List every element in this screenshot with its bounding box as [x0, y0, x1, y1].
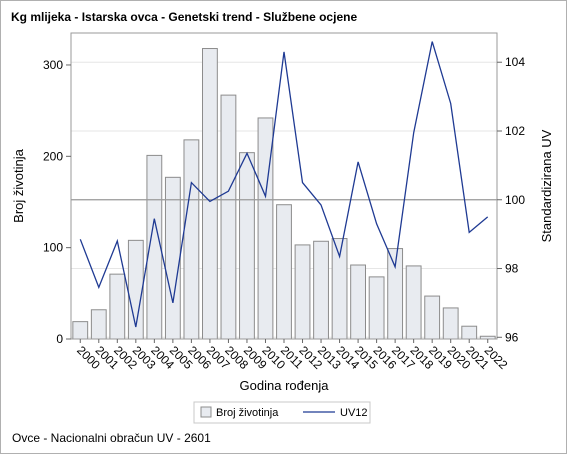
y2-axis-label: Standardizirana UV: [539, 129, 554, 242]
bar-2008: [220, 94, 237, 340]
bar-2018: [405, 265, 422, 340]
bar-2000: [72, 321, 89, 340]
chart-title: Kg mlijeka - Istarska ovca - Genetski tr…: [11, 10, 358, 24]
bar-2016: [368, 276, 385, 340]
x-axis-label: Godina rođenja: [240, 378, 330, 393]
chart-footnote: Ovce - Nacionalni obračun UV - 2601: [12, 431, 211, 445]
bar-2002: [109, 273, 126, 340]
bar-2013: [313, 240, 329, 340]
y2-tick-label: 104: [505, 55, 525, 69]
bar-2012: [294, 244, 311, 340]
y-axis-label: Broj životinja: [11, 148, 26, 222]
bar-2019: [424, 295, 441, 340]
legend-label-bar: Broj životinja: [216, 407, 279, 419]
y-tick-label: 300: [43, 58, 63, 72]
y2-tick-label: 100: [505, 193, 525, 207]
bar-2020: [442, 307, 459, 340]
bar-2005: [164, 176, 181, 340]
legend-swatch-bar: [200, 406, 212, 418]
bar-2007: [202, 48, 218, 340]
y2-tick-label: 96: [505, 330, 519, 344]
y-tick-label: 0: [56, 332, 63, 346]
y2-tick-label: 102: [505, 124, 525, 138]
legend-box: [193, 401, 371, 424]
bar-2006: [183, 139, 200, 340]
bar-2001: [90, 309, 107, 340]
bar-2009: [239, 152, 255, 340]
series-line-uv12: [79, 41, 489, 328]
bar-2021: [461, 325, 478, 340]
legend-label-line: UV12: [340, 407, 368, 419]
bar-2015: [350, 264, 366, 340]
y2-tick-label: 98: [505, 262, 519, 276]
bar-2011: [276, 204, 292, 340]
y-tick-label: 200: [43, 149, 63, 163]
y-tick-label: 100: [43, 241, 63, 255]
